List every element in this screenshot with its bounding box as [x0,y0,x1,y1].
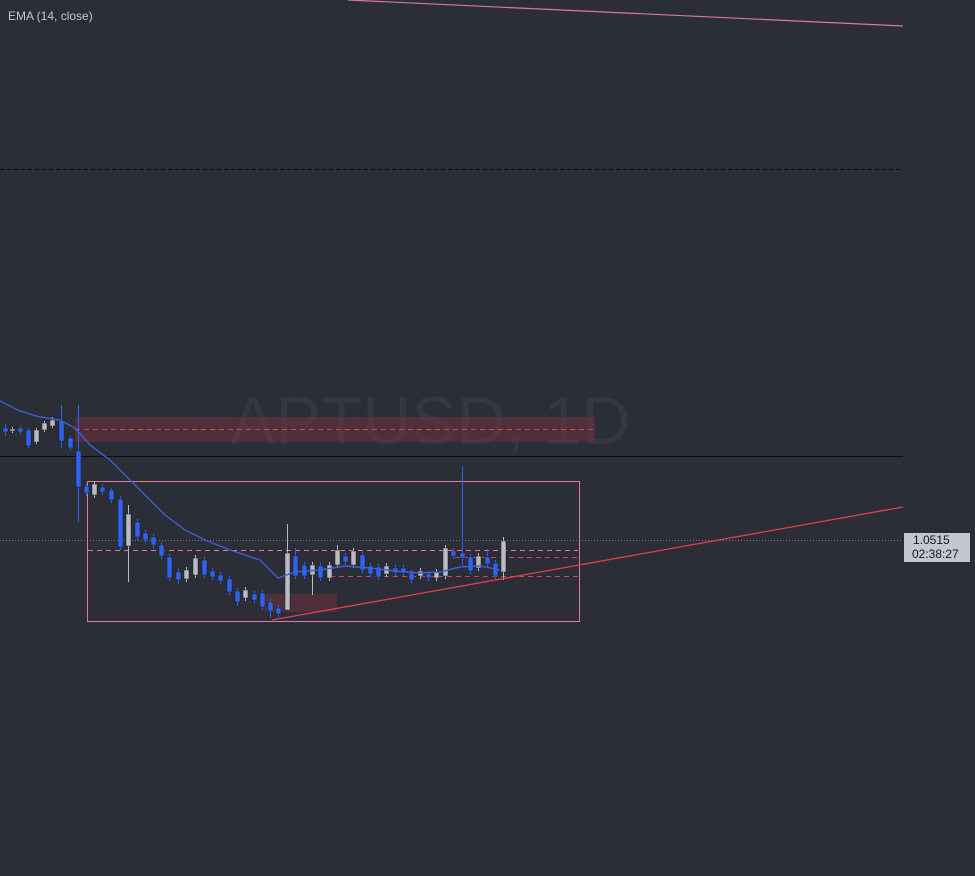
candle-body [484,556,491,565]
candle-body [2,427,9,433]
candle-body [41,422,48,431]
candle-body [326,564,333,579]
candle-body [334,549,341,566]
ema-line [0,400,501,579]
candle-body [400,567,407,574]
candle-body [58,420,65,442]
candle-body [500,540,507,573]
indicator-label: EMA (14, close) [8,9,93,23]
candle-body [108,489,115,501]
candle-body [375,566,382,578]
candle-body [242,589,249,599]
candle-body [209,570,216,578]
candle-body [83,485,90,494]
candle-body [125,513,132,547]
trend-line [271,506,904,621]
candle-body [350,550,357,566]
candle-body [292,555,299,577]
candle-body [217,574,224,582]
candle-body [450,550,457,557]
candle-body [134,521,141,538]
candle-body [251,593,258,601]
zone [265,594,337,612]
candle-body [33,429,40,443]
candle-body [467,556,474,572]
candle-body [459,552,466,559]
candle-body [234,590,241,603]
candle-body [425,573,432,579]
candle-body [166,556,173,579]
countdown-label: 02:38:27 [912,547,959,561]
candle-body [142,532,149,541]
candle-body [75,450,82,488]
candle-body [192,557,199,576]
candle-body [442,547,449,577]
watermark: APTUSD, 1D [230,383,631,459]
candle-body [275,607,282,615]
candle-body [25,429,32,447]
trend-line [347,0,904,27]
candle-body [317,565,324,579]
candle-body [267,601,274,612]
candle-body [259,592,266,608]
candle-body [158,544,165,557]
candle-body [475,555,482,569]
candle-body [117,498,124,548]
candle-body [226,578,233,593]
candle-body [183,569,190,580]
price-label: 1.0515 [913,533,950,547]
candle-body [150,536,157,546]
candle-body [284,552,291,611]
price-label-bg [904,533,970,562]
candle-body [49,419,56,427]
candle-body [91,483,98,496]
candle-body [367,565,374,575]
candle-body [342,555,349,563]
candle-body [9,428,16,432]
candle-body [201,559,208,576]
candle-body [99,486,106,493]
range-box [87,481,580,622]
candle-body [67,437,74,449]
candle-body [359,554,366,571]
candle-body [17,427,24,433]
candle-body [408,572,415,581]
candle-body [175,571,182,581]
candles [2,405,507,618]
